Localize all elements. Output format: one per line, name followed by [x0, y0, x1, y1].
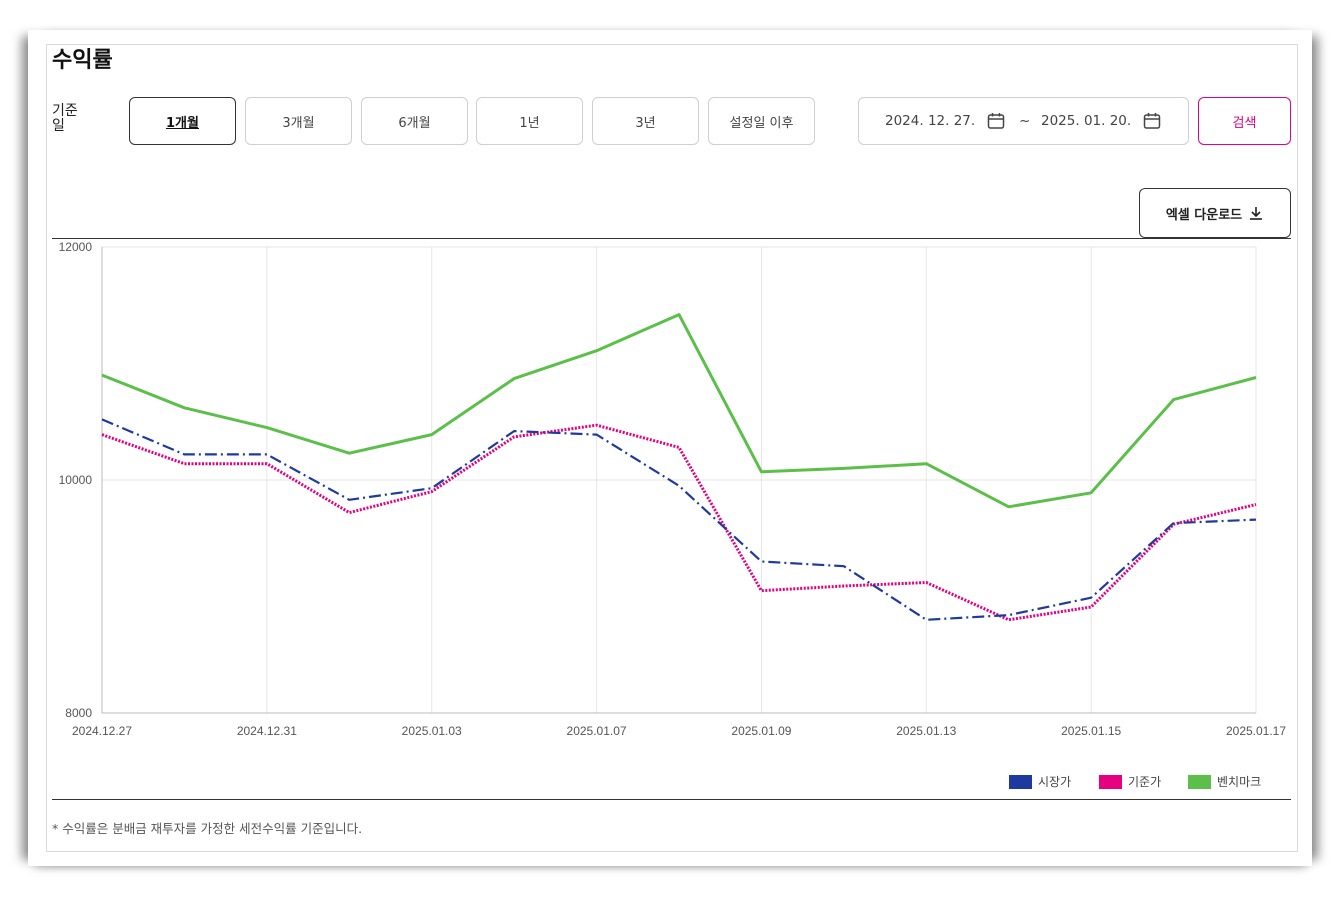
x-tick-label: 2025.01.03: [402, 724, 462, 738]
excel-download-button[interactable]: 엑셀 다운로드: [1139, 188, 1291, 238]
calendar-icon[interactable]: [1143, 112, 1161, 130]
y-tick-label: 8000: [65, 706, 92, 720]
period-button-3m[interactable]: 3개월: [245, 97, 352, 145]
period-button-3y[interactable]: 3년: [592, 97, 699, 145]
y-tick-label: 12000: [59, 240, 93, 254]
search-button[interactable]: 검색: [1198, 97, 1291, 145]
legend-label-2: 기준가: [1128, 775, 1161, 789]
page-title: 수익률: [52, 48, 113, 73]
legend-label-3: 벤치마크: [1217, 775, 1261, 789]
y-tick-label: 10000: [59, 473, 93, 487]
x-tick-label: 2025.01.09: [731, 724, 791, 738]
x-tick-label: 2025.01.07: [567, 724, 627, 738]
download-icon: [1250, 207, 1263, 220]
excel-download-label: 엑셀 다운로드: [1165, 207, 1243, 223]
calendar-icon[interactable]: [987, 112, 1005, 130]
series-line-3: [101, 313, 1257, 509]
period-button-since-inception[interactable]: 설정일 이후: [708, 97, 815, 145]
date-from-field[interactable]: 2024. 12. 27.: [885, 113, 976, 129]
content-panel: [46, 44, 1298, 852]
x-tick-label: 2024.12.27: [72, 724, 132, 738]
x-tick-label: 2025.01.13: [896, 724, 956, 738]
basis-date-label: 기준일: [52, 103, 78, 134]
date-range-picker[interactable]: 2024. 12. 27. ~ 2025. 01. 20.: [858, 97, 1189, 145]
footnote: * 수익률은 분배금 재투자를 가정한 세전수익률 기준입니다.: [52, 821, 363, 836]
date-separator: ~: [1019, 113, 1031, 129]
legend-swatch-3: [1188, 775, 1211, 789]
series-line-2: [101, 423, 1257, 622]
x-tick-label: 2024.12.31: [237, 724, 297, 738]
date-to-field[interactable]: 2025. 01. 20.: [1041, 113, 1132, 129]
series-line-1: [101, 418, 1257, 621]
period-button-1m[interactable]: 1개월: [129, 97, 236, 145]
period-button-6m[interactable]: 6개월: [361, 97, 468, 145]
period-button-1y[interactable]: 1년: [476, 97, 583, 145]
chart-bottom-divider: [52, 799, 1291, 800]
chart-top-divider: [52, 238, 1291, 239]
legend-swatch-1: [1009, 775, 1032, 789]
legend-swatch-2: [1099, 775, 1122, 789]
x-tick-label: 2025.01.15: [1061, 724, 1121, 738]
legend-label-1: 시장가: [1038, 775, 1071, 789]
x-tick-label: 2025.01.17: [1226, 724, 1286, 738]
